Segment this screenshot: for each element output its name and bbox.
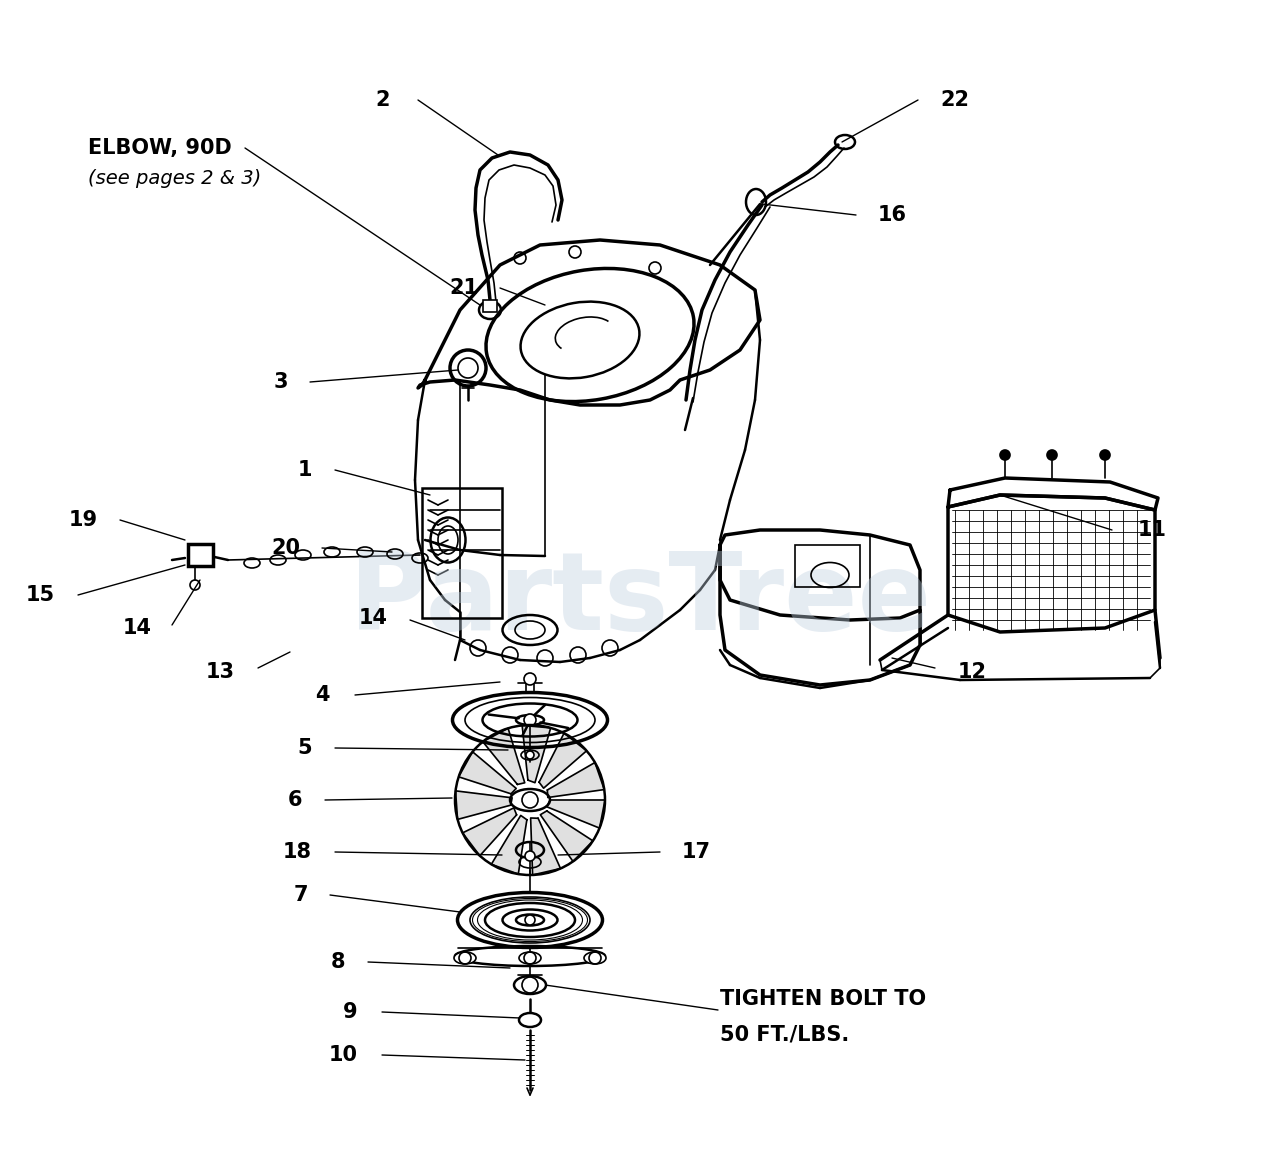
Polygon shape [547, 800, 605, 828]
Polygon shape [492, 815, 527, 874]
Text: 14: 14 [358, 607, 388, 627]
Text: TIGHTEN BOLT TO: TIGHTEN BOLT TO [719, 989, 927, 1009]
Text: 14: 14 [123, 618, 152, 638]
Text: 17: 17 [682, 842, 710, 862]
Text: 3: 3 [274, 372, 288, 392]
Text: (see pages 2 & 3): (see pages 2 & 3) [88, 168, 261, 188]
Circle shape [524, 714, 536, 726]
Text: 9: 9 [343, 1002, 358, 1022]
Ellipse shape [515, 976, 547, 994]
Bar [526, 674, 534, 693]
Circle shape [526, 751, 534, 759]
Text: 7: 7 [293, 885, 308, 905]
Bar [188, 544, 212, 566]
Text: 20: 20 [271, 538, 300, 558]
Polygon shape [462, 808, 517, 855]
Bar [483, 300, 497, 313]
Text: 2: 2 [375, 90, 390, 110]
Circle shape [525, 851, 535, 861]
Circle shape [1047, 450, 1057, 459]
Ellipse shape [454, 952, 476, 964]
Text: 5: 5 [297, 738, 312, 758]
Circle shape [525, 915, 535, 925]
Text: ELBOW, 90D: ELBOW, 90D [88, 137, 232, 157]
Text: 50 FT./LBS.: 50 FT./LBS. [719, 1023, 849, 1045]
Polygon shape [522, 725, 550, 783]
Bar [795, 545, 860, 588]
Circle shape [524, 673, 536, 685]
Circle shape [1000, 450, 1010, 459]
Text: 16: 16 [878, 204, 908, 224]
Circle shape [1100, 450, 1110, 459]
Polygon shape [540, 811, 593, 861]
Ellipse shape [518, 1013, 541, 1027]
Text: 1: 1 [297, 459, 312, 481]
Text: 12: 12 [957, 662, 987, 682]
Text: 19: 19 [69, 510, 99, 530]
Text: 6: 6 [288, 790, 302, 810]
Polygon shape [483, 728, 525, 785]
Text: 22: 22 [940, 90, 969, 110]
Text: PartsTrее: PartsTrее [349, 548, 931, 653]
Ellipse shape [518, 952, 541, 964]
Polygon shape [456, 791, 512, 819]
Ellipse shape [584, 952, 605, 964]
Polygon shape [548, 763, 604, 798]
Text: 13: 13 [206, 662, 236, 682]
Bar [422, 488, 502, 618]
Text: 15: 15 [26, 585, 55, 605]
Text: 21: 21 [449, 278, 477, 298]
Text: 4: 4 [315, 685, 330, 705]
Text: 10: 10 [329, 1045, 358, 1065]
Text: 8: 8 [330, 952, 346, 972]
Circle shape [522, 792, 538, 808]
Polygon shape [539, 733, 586, 788]
Text: 18: 18 [283, 842, 312, 862]
Text: 11: 11 [1138, 521, 1167, 540]
Polygon shape [531, 818, 561, 875]
Polygon shape [458, 752, 516, 794]
